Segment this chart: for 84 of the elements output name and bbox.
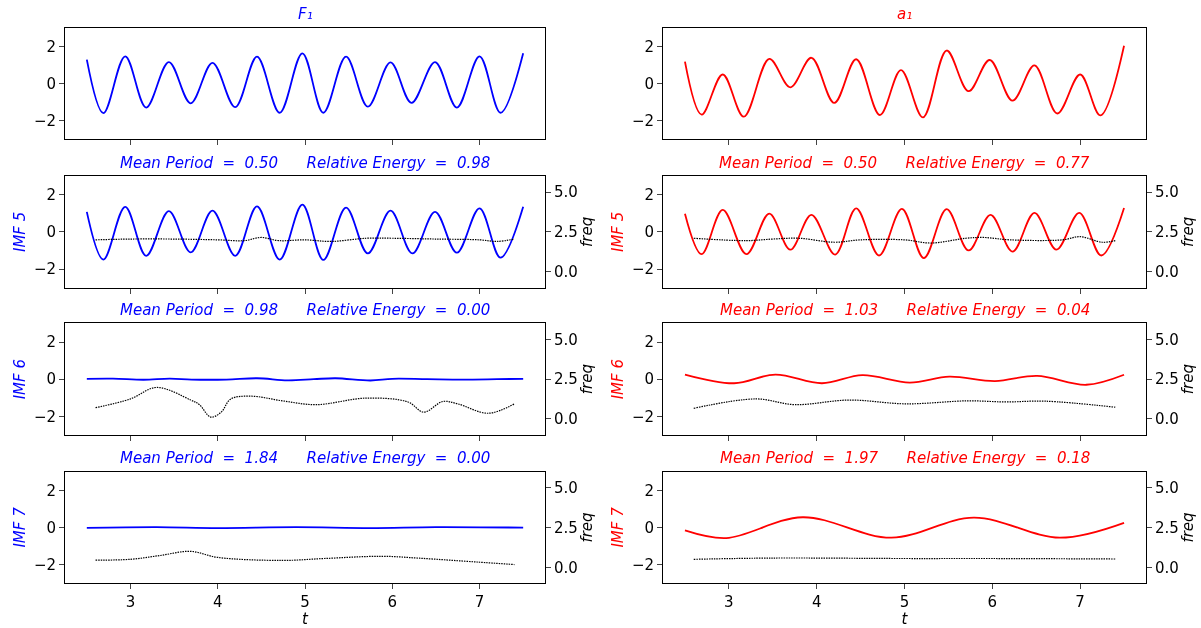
x-tick-label: 4 (811, 593, 822, 612)
y-tick-label: −2 (33, 112, 56, 131)
y-tick-label: 2 (46, 481, 56, 500)
y-tick-label: −2 (631, 407, 654, 426)
x-tick-label: 5 (899, 593, 910, 612)
y2-tick-label: 0.0 (1155, 262, 1179, 281)
line-series (693, 236, 1116, 244)
chart-title: Mean Period = 1.84 Relative Energy = 0.00 (120, 449, 491, 467)
y-tick-label: 0 (644, 370, 654, 389)
y2-axis-title: freq (577, 512, 596, 543)
line-series (85, 203, 525, 261)
chart-title: Mean Period = 0.50 Relative Energy = 0.98 (120, 154, 491, 172)
y2-tick-label: 5.0 (554, 330, 578, 349)
y-tick-label: −2 (33, 260, 56, 279)
y2-axis-title: freq (577, 364, 596, 395)
line-series (684, 207, 1125, 259)
y-axis-title: IMF 7 (609, 506, 628, 548)
chart-title: a₁ (897, 5, 913, 23)
y2-tick-label: 5.0 (1155, 478, 1179, 497)
y-tick-label: 2 (644, 185, 654, 204)
y-tick-label: 0 (46, 74, 56, 93)
y-tick-label: 0 (644, 223, 654, 242)
chart-title: Mean Period = 0.98 Relative Energy = 0.00 (120, 301, 491, 319)
y-tick-label: 2 (644, 37, 654, 56)
y-axis-title: IMF 7 (11, 506, 30, 548)
line-series (684, 373, 1125, 386)
y-tick-label: 2 (644, 333, 654, 352)
y2-tick-label: 2.5 (1155, 223, 1179, 242)
y-tick-label: 0 (46, 518, 56, 537)
y-axis-title: IMF 6 (11, 359, 30, 400)
y2-tick-label: 5.0 (554, 478, 578, 497)
line-series (85, 52, 525, 115)
y2-tick-label: 0.0 (1155, 558, 1179, 577)
chart-title: Mean Period = 1.03 Relative Energy = 0.04 (720, 301, 1091, 319)
y-tick-label: 2 (644, 481, 654, 500)
x-tick-label: 3 (125, 593, 136, 612)
y-tick-label: −2 (631, 260, 654, 279)
y-axis-title: IMF 5 (11, 211, 30, 253)
line-series (94, 386, 516, 418)
y-tick-label: −2 (33, 407, 56, 426)
y2-tick-label: 2.5 (1155, 518, 1179, 537)
y2-tick-label: 2.5 (554, 370, 578, 389)
line-series (94, 550, 516, 566)
y2-tick-label: 2.5 (1155, 370, 1179, 389)
line-series (693, 398, 1116, 409)
x-tick-label: 6 (387, 593, 398, 612)
y-axis-title: IMF 6 (609, 359, 628, 400)
x-tick-label: 5 (300, 593, 310, 612)
y-tick-label: 0 (644, 518, 654, 537)
y2-tick-label: 2.5 (554, 518, 578, 537)
y2-axis-title: freq (1178, 216, 1197, 247)
y-tick-label: −2 (631, 555, 654, 574)
x-tick-label: 6 (987, 593, 998, 612)
y-axis-title: IMF 5 (609, 211, 628, 253)
y-tick-label: 2 (46, 333, 56, 352)
x-tick-label: 3 (724, 593, 734, 612)
y-tick-label: 0 (46, 370, 56, 389)
y2-tick-label: 0.0 (554, 262, 578, 281)
y2-tick-label: 0.0 (554, 558, 578, 577)
x-tick-label: 7 (1075, 593, 1085, 612)
y2-tick-label: 5.0 (1155, 183, 1179, 202)
y2-tick-label: 0.0 (1155, 410, 1179, 429)
x-axis-title: t (901, 610, 909, 628)
y2-tick-label: 5.0 (554, 183, 578, 202)
chart-title: Mean Period = 0.50 Relative Energy = 0.77 (719, 154, 1090, 172)
y-tick-label: 2 (46, 37, 56, 56)
y2-tick-label: 5.0 (1155, 330, 1179, 349)
y2-tick-label: 2.5 (554, 223, 578, 242)
y-tick-label: −2 (631, 112, 654, 131)
x-tick-label: 7 (474, 593, 485, 612)
line-series (684, 516, 1125, 539)
chart-title: F₁ (298, 5, 313, 23)
y2-axis-title: freq (577, 216, 596, 247)
y2-tick-label: 0.0 (554, 410, 578, 429)
y2-axis-title: freq (1178, 512, 1197, 543)
line-series (684, 44, 1125, 119)
x-tick-label: 4 (212, 593, 223, 612)
y-tick-label: 0 (644, 74, 654, 93)
x-axis-title: t (302, 610, 310, 628)
y-tick-label: −2 (33, 555, 56, 574)
y-tick-label: 2 (46, 185, 56, 204)
chart-title: Mean Period = 1.97 Relative Energy = 0.18 (720, 449, 1091, 467)
y2-axis-title: freq (1178, 364, 1197, 395)
y-tick-label: 0 (46, 223, 56, 242)
